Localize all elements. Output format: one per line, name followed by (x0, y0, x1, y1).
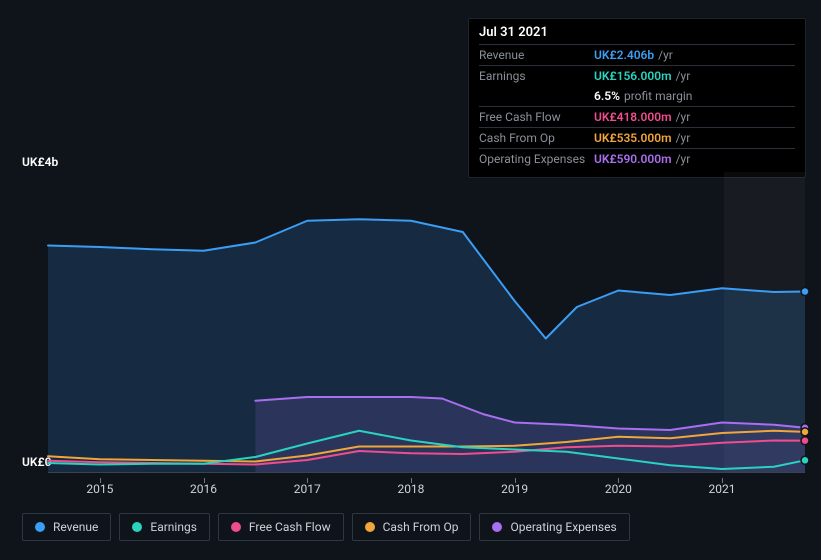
tooltip-row-unit: /yr (658, 47, 673, 63)
series-end-marker-revenue (801, 288, 809, 296)
tooltip-row-value: UK£156.000m (594, 68, 672, 84)
legend-swatch-icon (132, 522, 142, 532)
tooltip-row-unit: /yr (676, 109, 691, 125)
x-tick-label: 2016 (190, 482, 217, 496)
legend-swatch-icon (365, 522, 375, 532)
tooltip-row-unit: profit margin (624, 88, 692, 104)
chart-plot-area[interactable] (48, 172, 805, 472)
x-tick-label: 2021 (709, 482, 736, 496)
tooltip-row-label: Cash From Op (479, 130, 594, 146)
legend-swatch-icon (35, 522, 45, 532)
tooltip-row: EarningsUK£156.000m/yr (479, 65, 795, 86)
series-end-marker-fcf (801, 437, 809, 445)
tooltip-row-label: Earnings (479, 68, 594, 84)
tooltip-row-label (479, 88, 594, 104)
chart-svg (48, 172, 805, 472)
y-axis-max-label: UK£4b (22, 155, 58, 169)
tooltip-row: Free Cash FlowUK£418.000m/yr (479, 106, 795, 127)
x-tick-label: 2017 (294, 482, 321, 496)
tooltip-row-value: UK£535.000m (594, 130, 672, 146)
legend-item-label: Operating Expenses (510, 520, 616, 534)
legend-item-earnings[interactable]: Earnings (119, 513, 210, 541)
tooltip-date: Jul 31 2021 (479, 25, 795, 44)
tooltip-row: Cash From OpUK£535.000m/yr (479, 127, 795, 148)
x-tick-label: 2020 (605, 482, 632, 496)
legend-item-revenue[interactable]: Revenue (22, 513, 111, 541)
legend-item-label: Revenue (53, 520, 98, 534)
series-end-marker-cashop (801, 428, 809, 436)
tooltip-row-label: Operating Expenses (479, 151, 594, 167)
legend-swatch-icon (231, 522, 241, 532)
x-axis: 2015 2016 2017 2018 2019 2020 2021 (48, 478, 805, 498)
chart-legend: Revenue Earnings Free Cash Flow Cash From O… (22, 513, 630, 541)
legend-item-cashop[interactable]: Cash From Op (352, 513, 472, 541)
x-tick-label: 2019 (501, 482, 528, 496)
legend-item-label: Earnings (150, 520, 197, 534)
tooltip-row-value: UK£590.000m (594, 151, 672, 167)
tooltip-row: 6.5%profit margin (479, 86, 795, 106)
legend-swatch-icon (492, 522, 502, 532)
tooltip-row: RevenueUK£2.406b/yr (479, 44, 795, 65)
legend-item-label: Free Cash Flow (249, 520, 331, 534)
tooltip-row-label: Free Cash Flow (479, 109, 594, 125)
x-axis-line (48, 472, 805, 473)
x-tick-label: 2018 (397, 482, 424, 496)
chart-root: { "tooltip": { "date": "Jul 31 2021", "r… (0, 0, 821, 560)
hover-tooltip: Jul 31 2021 RevenueUK£2.406b/yrEarningsU… (468, 18, 806, 178)
tooltip-row-value: UK£418.000m (594, 109, 672, 125)
tooltip-row-unit: /yr (676, 151, 691, 167)
tooltip-row-label: Revenue (479, 47, 594, 63)
x-tick-label: 2015 (86, 482, 113, 496)
legend-item-label: Cash From Op (383, 520, 459, 534)
legend-item-opex[interactable]: Operating Expenses (479, 513, 629, 541)
tooltip-row-value: 6.5% (594, 88, 620, 104)
tooltip-row-value: UK£2.406b (594, 47, 654, 63)
tooltip-row-unit: /yr (676, 130, 691, 146)
legend-item-fcf[interactable]: Free Cash Flow (218, 513, 344, 541)
tooltip-row: Operating ExpensesUK£590.000m/yr (479, 148, 795, 169)
tooltip-row-unit: /yr (676, 68, 691, 84)
series-end-marker-earnings (801, 456, 809, 464)
